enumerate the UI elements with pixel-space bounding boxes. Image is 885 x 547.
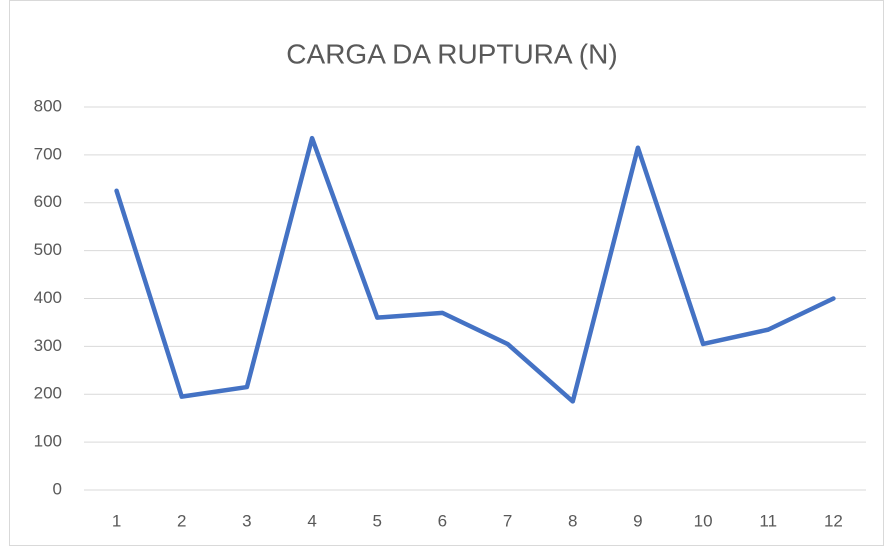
y-tick-label: 0	[53, 479, 62, 498]
x-tick-label: 12	[824, 511, 843, 530]
x-tick-label: 3	[242, 511, 251, 530]
y-tick-label: 500	[34, 240, 62, 259]
y-tick-label: 100	[34, 432, 62, 451]
x-tick-label: 1	[112, 511, 121, 530]
x-tick-label: 11	[759, 511, 777, 530]
x-tick-label: 8	[568, 511, 577, 530]
x-tick-label: 10	[694, 511, 713, 530]
y-tick-label: 600	[34, 192, 62, 211]
data-line	[114, 135, 836, 404]
y-tick-label: 700	[34, 144, 62, 163]
chart-frame	[9, 0, 884, 546]
x-tick-label: 7	[503, 511, 512, 530]
y-tick-label: 400	[34, 288, 62, 307]
chart-title: CARGA DA RUPTURA (N)	[286, 38, 617, 69]
y-tick-label: 800	[34, 96, 62, 115]
y-tick-label: 200	[34, 384, 62, 403]
x-tick-label: 9	[633, 511, 642, 530]
x-tick-label: 4	[307, 511, 316, 530]
x-tick-label: 2	[177, 511, 186, 530]
x-tick-label: 5	[373, 511, 382, 530]
x-tick-label: 6	[438, 511, 447, 530]
y-tick-label: 300	[34, 336, 62, 355]
